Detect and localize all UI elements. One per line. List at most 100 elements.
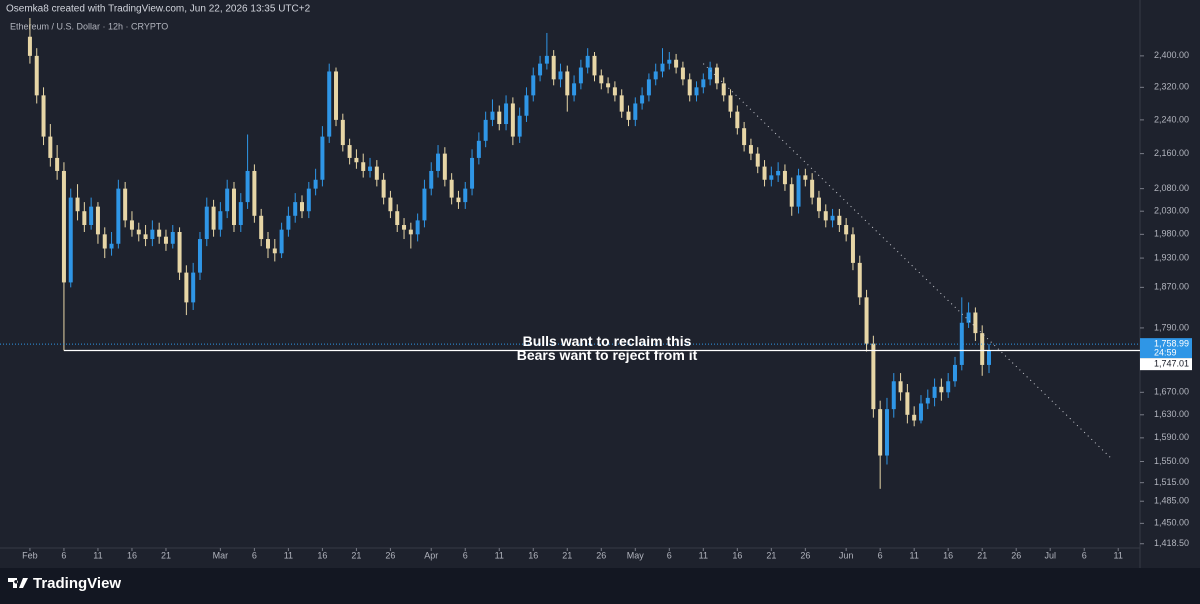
x-tick-label: Apr	[424, 550, 438, 560]
y-tick-label: 1,418.50	[1154, 538, 1189, 548]
candle-body	[259, 215, 264, 240]
candle-body	[878, 409, 883, 456]
candle-body	[252, 170, 257, 216]
x-tick-label: 21	[977, 550, 987, 560]
candle-body	[721, 83, 726, 96]
candle-body	[272, 248, 277, 254]
candle-body	[850, 234, 855, 263]
candle-body	[354, 157, 359, 163]
candle-body	[361, 162, 366, 171]
candle-body	[660, 63, 665, 72]
candle-body	[89, 206, 94, 226]
candle-body	[939, 386, 944, 393]
candle-body	[946, 381, 951, 393]
candle-body	[442, 153, 447, 180]
candle-body	[789, 184, 794, 207]
candle-body	[27, 36, 32, 56]
candle-body	[674, 59, 679, 68]
candle-body	[544, 55, 549, 64]
x-tick-label: 26	[800, 550, 810, 560]
candle-body	[313, 179, 318, 189]
x-tick-label: 11	[93, 550, 102, 560]
candle-body	[82, 211, 87, 226]
candle-body	[75, 197, 80, 212]
x-tick-label: 16	[317, 550, 327, 560]
candle-body	[755, 153, 760, 167]
candle-body	[61, 170, 66, 283]
close-price-box	[1140, 358, 1192, 371]
x-tick-label: May	[627, 550, 645, 560]
last-price-box	[1140, 338, 1192, 359]
candle-body	[918, 403, 923, 421]
candle-body	[973, 312, 978, 334]
x-tick-label: 11	[910, 550, 919, 560]
candle-body	[633, 103, 638, 120]
y-tick-label: 1,515.00	[1154, 477, 1189, 487]
candle-body	[864, 297, 869, 344]
candle-body	[415, 220, 420, 235]
x-tick-label: 11	[284, 550, 293, 560]
candle-body	[347, 145, 352, 158]
candle-body	[796, 175, 801, 207]
candle-body	[782, 170, 787, 185]
candle-body	[619, 95, 624, 112]
y-tick-label: 1,870.00	[1154, 282, 1189, 292]
candle-body	[844, 225, 849, 235]
x-tick-label: Feb	[22, 550, 38, 560]
candle-body	[728, 95, 733, 112]
candle-body	[163, 236, 168, 244]
candle-body	[340, 119, 345, 146]
candle-body	[599, 75, 604, 84]
candle-body	[402, 225, 407, 230]
y-tick-label: 2,080.00	[1154, 183, 1189, 193]
candle-body	[293, 202, 298, 216]
candle-body	[667, 59, 672, 64]
x-tick-label: 26	[1011, 550, 1021, 560]
candle-body	[776, 170, 781, 176]
candle-body	[708, 67, 713, 80]
candle-body	[150, 229, 155, 240]
x-tick-label: 21	[161, 550, 171, 560]
x-tick-label: 6	[463, 550, 468, 560]
close-price-label: 1,747.01	[1154, 359, 1189, 369]
candle-body	[225, 188, 230, 212]
header: Osemka8 created with TradingView.com, Ju…	[6, 4, 311, 15]
candle-body	[905, 392, 910, 415]
x-tick-label: 21	[766, 550, 776, 560]
x-tick-label: 11	[495, 550, 504, 560]
y-tick-label: 1,630.00	[1154, 409, 1189, 419]
candle-body	[320, 136, 325, 180]
candle-body	[463, 188, 468, 203]
candle-body	[748, 145, 753, 154]
y-tick-label: 2,400.00	[1154, 50, 1189, 60]
candle-body	[184, 272, 189, 303]
candle-body	[572, 83, 577, 96]
candle-body	[551, 55, 556, 80]
y-tick-label: 1,550.00	[1154, 456, 1189, 466]
x-tick-label: 16	[127, 550, 137, 560]
candle-body	[456, 197, 461, 203]
candle-body	[123, 188, 128, 221]
x-tick-label: 21	[351, 550, 361, 560]
candle-body	[231, 188, 236, 226]
candle-body	[517, 115, 522, 137]
candle-body	[810, 179, 815, 198]
candle-body	[578, 67, 583, 84]
candle-body	[157, 229, 162, 237]
x-tick-label: 6	[667, 550, 672, 560]
x-tick-label: 21	[562, 550, 572, 560]
annotation: Bulls want to reclaim this	[523, 333, 692, 349]
candle-body	[871, 343, 876, 410]
candle-body	[735, 111, 740, 129]
y-tick-label: 1,670.00	[1154, 387, 1189, 397]
candle-body	[592, 55, 597, 76]
candle-body	[606, 83, 611, 88]
candle-body	[857, 262, 862, 298]
candle-body	[300, 202, 305, 212]
candle-body	[640, 95, 645, 104]
candle-body	[986, 350, 991, 365]
candle-body	[306, 188, 311, 212]
candle-body	[129, 220, 134, 230]
